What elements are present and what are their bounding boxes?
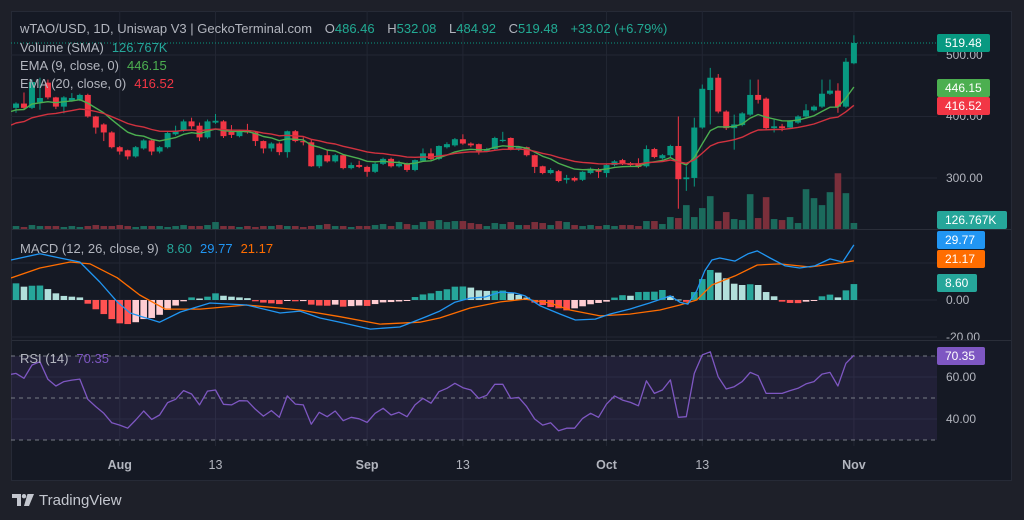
rsi-axis[interactable]: 60.00 40.00 70.35 bbox=[937, 341, 1011, 446]
tradingview-link[interactable]: TradingView bbox=[12, 491, 122, 509]
symbol-legend[interactable]: wTAO/USD, 1D, Uniswap V3 | GeckoTerminal… bbox=[20, 22, 667, 36]
ema20-badge: 416.52 bbox=[937, 97, 990, 115]
time-label-sep-13: 13 bbox=[455, 458, 470, 472]
close-number: 519.48 bbox=[518, 21, 558, 36]
open-label: O bbox=[324, 21, 335, 36]
ema9-badge: 446.15 bbox=[937, 79, 990, 97]
rsi-tick-40: 40.00 bbox=[946, 412, 977, 426]
low-label: L bbox=[449, 21, 457, 36]
time-label-oct-13: 13 bbox=[695, 458, 710, 472]
volume-legend[interactable]: Volume (SMA) 126.767K bbox=[20, 41, 167, 55]
macd-hist-value: 8.60 bbox=[166, 241, 193, 256]
rsi-tick-60: 60.00 bbox=[946, 370, 977, 384]
ema20-legend[interactable]: EMA (20, close, 0) 416.52 bbox=[20, 77, 174, 91]
volume-badge: 126.767K bbox=[937, 211, 1007, 229]
pane-separator-price-macd[interactable] bbox=[12, 229, 1011, 230]
price-axis[interactable]: 500.00 400.00 300.00 519.48 446.15 416.5… bbox=[937, 11, 1011, 229]
high-label: H bbox=[387, 21, 397, 36]
macd-tick-minus-20: -20.00 bbox=[946, 330, 981, 340]
rsi-legend[interactable]: RSI (14) 70.35 bbox=[20, 352, 109, 366]
time-label-nov: Nov bbox=[842, 458, 866, 472]
close-value: C519.48 bbox=[509, 21, 558, 36]
histogram-badge: 8.60 bbox=[937, 274, 977, 292]
rsi-legend-value: 70.35 bbox=[76, 351, 109, 366]
low-value: L484.92 bbox=[449, 21, 496, 36]
time-label-oct: Oct bbox=[596, 458, 617, 472]
macd-axis[interactable]: 0.00 -20.00 29.77 21.17 8.60 bbox=[937, 230, 1011, 340]
close-label: C bbox=[508, 21, 519, 36]
macd-tick-0: 0.00 bbox=[946, 293, 970, 307]
macd-signal-value: 21.17 bbox=[240, 241, 274, 256]
macd-legend[interactable]: MACD (12, 26, close, 9) 8.60 29.77 21.17 bbox=[20, 242, 273, 256]
ema9-legend-label: EMA (9, close, 0) bbox=[20, 58, 119, 73]
open-number: 486.46 bbox=[334, 21, 375, 36]
macd-badge: 29.77 bbox=[937, 231, 985, 249]
rsi-legend-label: RSI (14) bbox=[20, 351, 69, 366]
low-number: 484.92 bbox=[456, 21, 497, 36]
symbol-title: wTAO/USD, 1D, Uniswap V3 | GeckoTerminal… bbox=[20, 21, 313, 36]
volume-legend-value: 126.767K bbox=[111, 40, 168, 55]
rsi-badge: 70.35 bbox=[937, 347, 985, 365]
pane-separator-macd-rsi[interactable] bbox=[12, 340, 1011, 341]
ema9-legend[interactable]: EMA (9, close, 0) 446.15 bbox=[20, 59, 167, 73]
high-value: H532.08 bbox=[387, 21, 436, 36]
rsi-pane[interactable] bbox=[11, 341, 937, 446]
price-change: +33.02 (+6.79%) bbox=[570, 21, 668, 36]
macd-legend-label: MACD (12, 26, close, 9) bbox=[20, 241, 159, 256]
time-axis[interactable]: Aug 13 Sep 13 Oct 13 Nov bbox=[11, 447, 937, 480]
time-label-aug: Aug bbox=[107, 458, 132, 472]
time-label-sep: Sep bbox=[355, 458, 379, 472]
high-number: 532.08 bbox=[396, 21, 437, 36]
signal-badge: 21.17 bbox=[937, 250, 985, 268]
volume-legend-label: Volume (SMA) bbox=[20, 40, 104, 55]
tradingview-wordmark: TradingView bbox=[39, 491, 122, 509]
macd-line-value: 29.77 bbox=[200, 241, 233, 256]
tradingview-logo-icon bbox=[12, 494, 34, 506]
ema9-legend-value: 446.15 bbox=[126, 58, 167, 73]
price-tick-300: 300.00 bbox=[946, 171, 983, 185]
open-value: O486.46 bbox=[325, 21, 375, 36]
time-label-aug-13: 13 bbox=[208, 458, 223, 472]
ema20-legend-value: 416.52 bbox=[134, 76, 174, 91]
ema20-legend-label: EMA (20, close, 0) bbox=[20, 76, 127, 91]
last-price-badge: 519.48 bbox=[937, 34, 990, 52]
